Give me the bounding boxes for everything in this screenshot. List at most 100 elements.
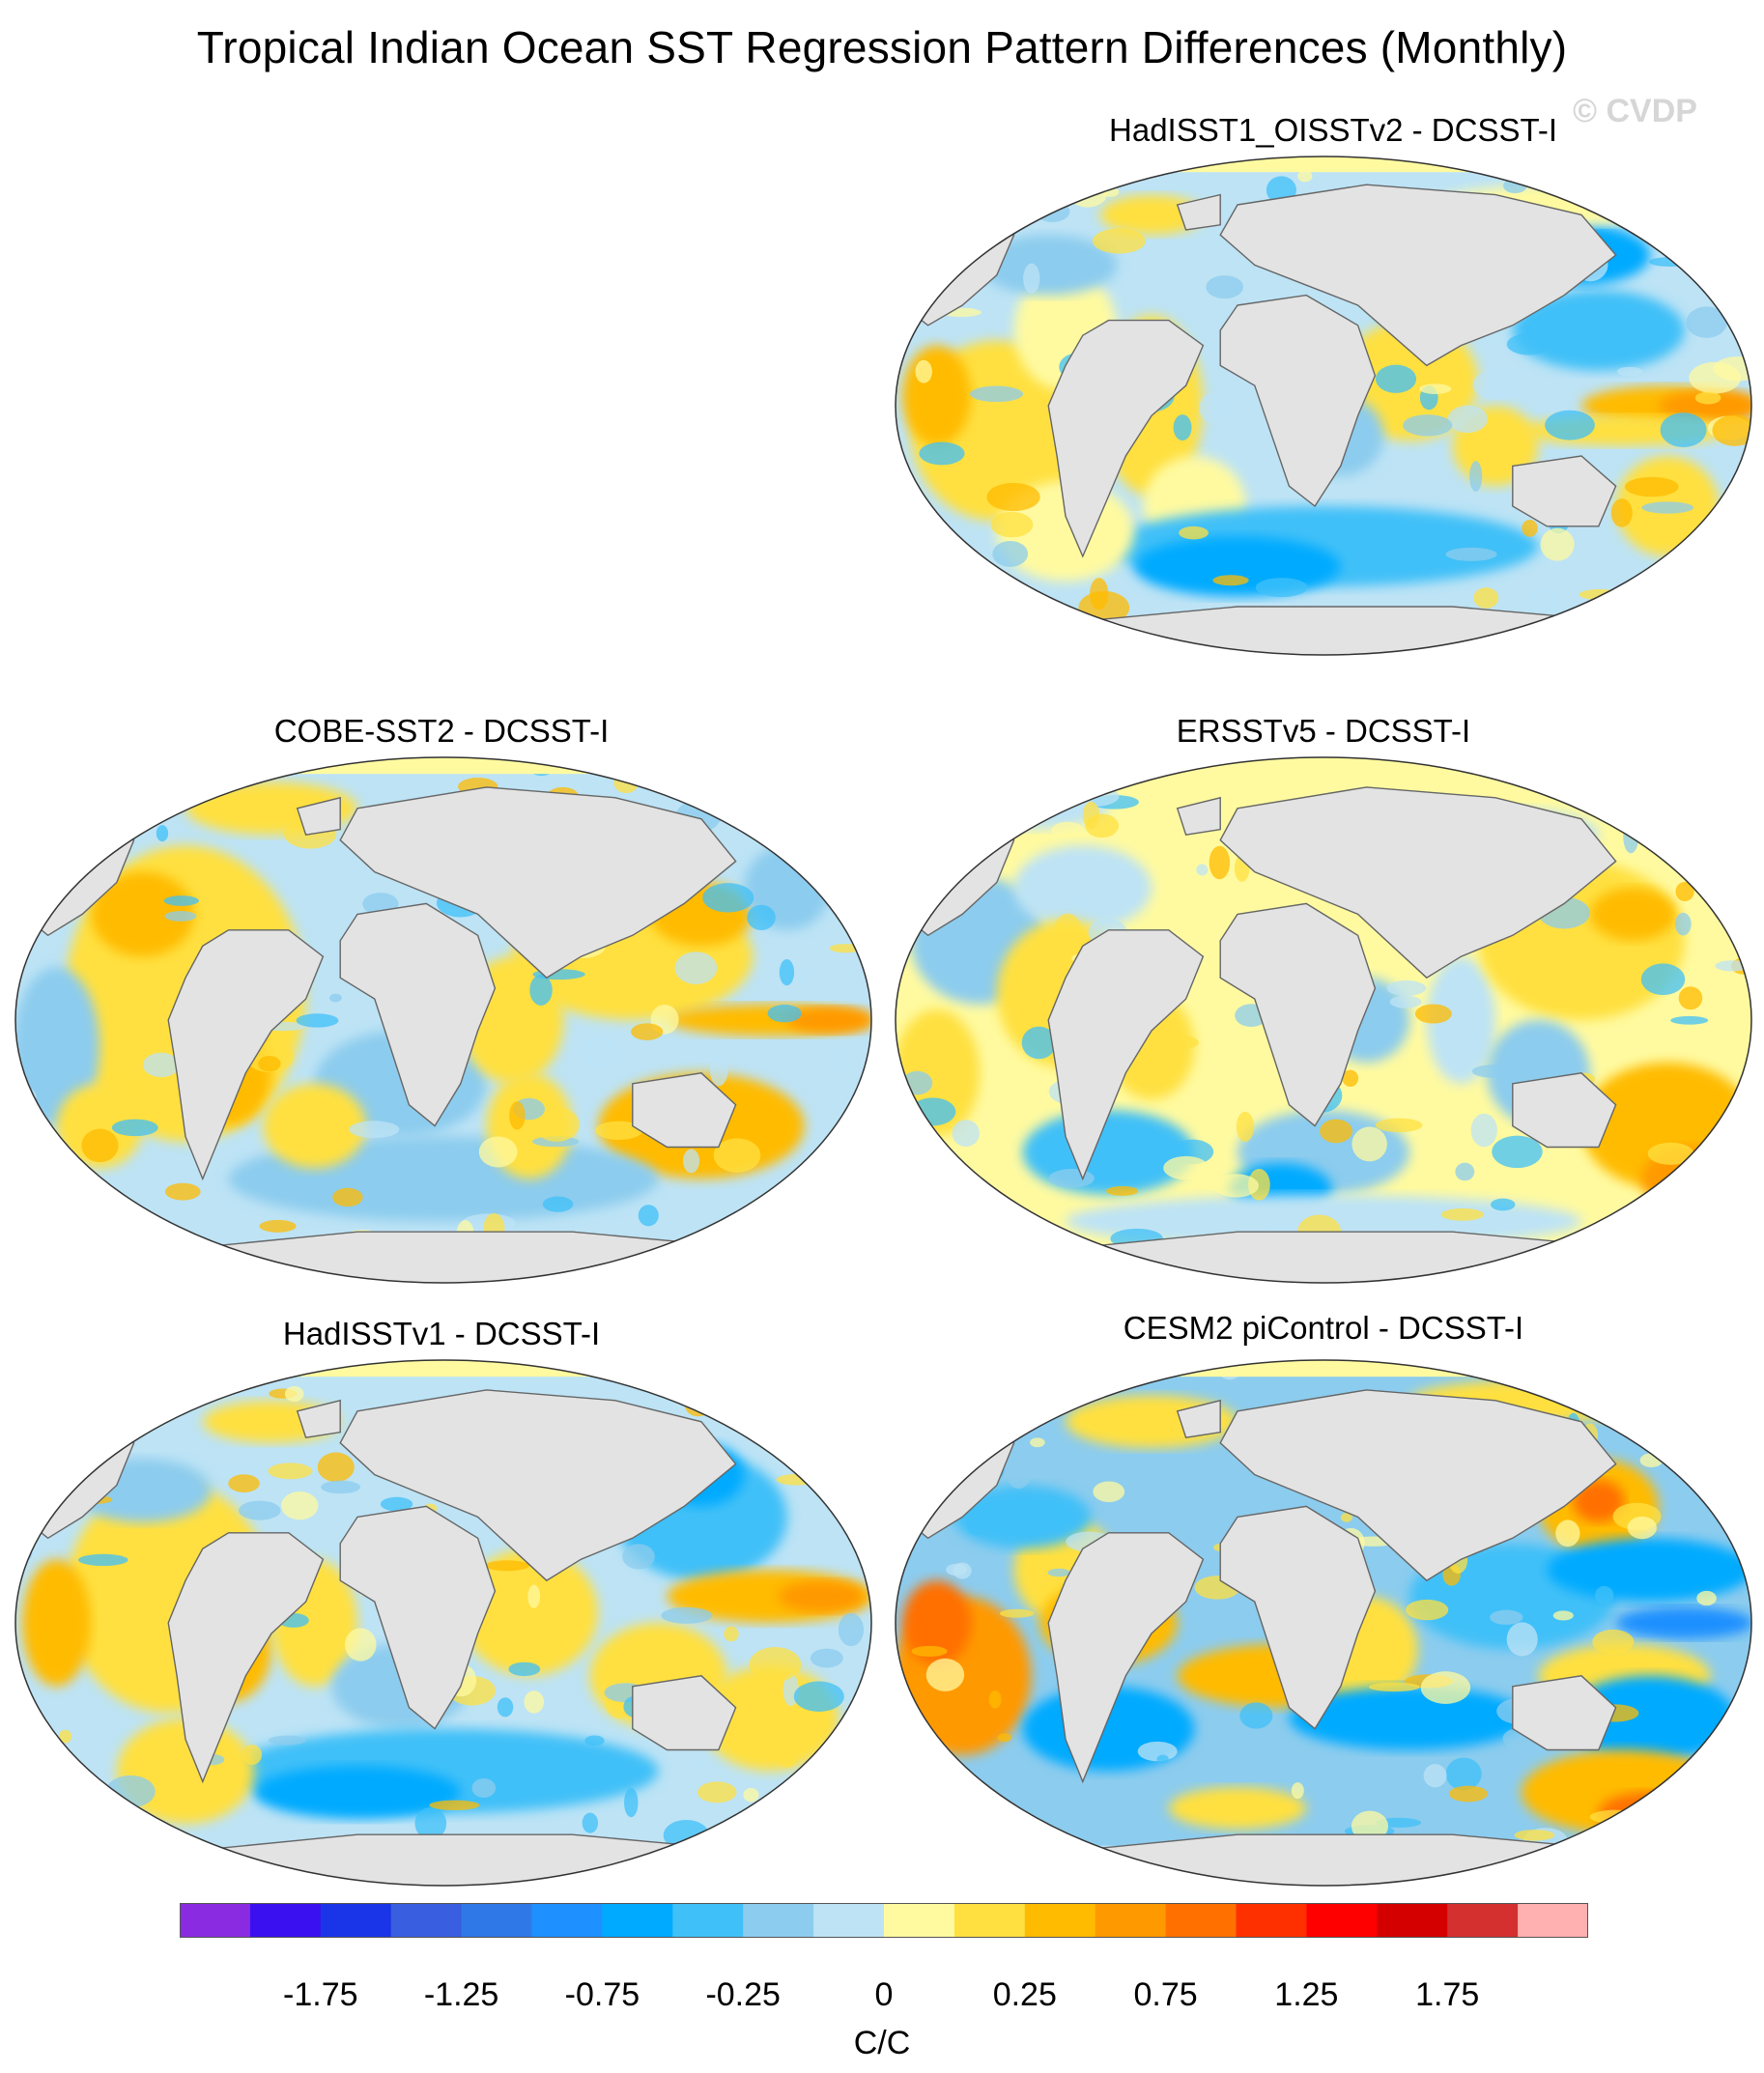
land-eurasia — [339, 786, 737, 980]
sst-speckle — [1342, 1069, 1359, 1088]
sst-speckle — [1555, 1519, 1580, 1548]
sst-speckle — [946, 1563, 968, 1576]
land-australia — [1512, 1072, 1617, 1149]
panel-title-ersstv5: ERSSTv5 - DCSST-I — [1176, 713, 1471, 749]
sst-speckle — [284, 1385, 304, 1403]
sst-speckle — [1745, 1382, 1751, 1398]
sst-speckle — [242, 1745, 263, 1765]
sst-anomaly-region — [1521, 1749, 1728, 1835]
sst-speckle — [1670, 1015, 1709, 1025]
colorbar-swatch — [884, 1903, 955, 1938]
sst-speckle — [18, 1156, 66, 1169]
sst-speckle — [779, 958, 795, 986]
sst-speckle — [170, 1367, 204, 1389]
sst-speckle — [344, 1628, 377, 1661]
sst-speckle — [674, 951, 718, 984]
sst-speckle — [713, 1138, 761, 1173]
sst-speckle — [484, 1560, 530, 1572]
sst-anomaly-region — [980, 235, 1118, 296]
land-africa — [1219, 294, 1377, 508]
sst-speckle — [1048, 1169, 1095, 1188]
sst-speckle — [1137, 1741, 1178, 1762]
sst-speckle — [414, 1806, 447, 1840]
sst-anomaly-region — [901, 1580, 972, 1665]
sst-speckle — [1163, 1036, 1199, 1050]
sst-speckle — [1506, 1622, 1538, 1657]
colorbar-swatch — [390, 1903, 463, 1938]
sst-speckle — [1389, 995, 1422, 1008]
sst-speckle — [838, 1612, 865, 1647]
sst-speckle — [1445, 547, 1497, 561]
sst-speckle — [1178, 1360, 1225, 1368]
sst-speckle — [1054, 913, 1082, 948]
colorbar-swatch — [1095, 1903, 1167, 1938]
sst-speckle — [738, 1211, 751, 1247]
sst-speckle — [638, 1205, 659, 1227]
sst-speckle — [1199, 393, 1225, 423]
sst-speckle — [1019, 1862, 1043, 1878]
sst-speckle — [829, 944, 861, 953]
colorbar-swatch — [1518, 1903, 1588, 1938]
sst-speckle — [1470, 1113, 1497, 1148]
land-greenland-island — [1176, 193, 1221, 231]
land-south-america — [1047, 929, 1205, 1181]
sst-anomaly-region — [779, 1580, 866, 1613]
sst-speckle — [110, 1103, 161, 1122]
sst-speckle — [126, 1208, 156, 1242]
sst-speckle — [1125, 156, 1144, 184]
sst-speckle — [624, 1788, 639, 1818]
sst-speckle — [622, 1544, 655, 1570]
sst-speckle — [1694, 391, 1721, 405]
sst-speckle — [1616, 366, 1643, 377]
sst-speckle — [81, 1128, 119, 1163]
sst-speckle — [349, 1121, 400, 1139]
sst-speckle — [1340, 1513, 1352, 1522]
sst-speckle — [957, 757, 981, 773]
sst-speckle — [1209, 845, 1231, 880]
sst-speckle — [268, 1462, 313, 1480]
sst-speckle — [15, 813, 45, 845]
sst-speckle — [1572, 622, 1590, 633]
sst-speckle — [1475, 1274, 1522, 1283]
land-south-america — [1047, 1532, 1205, 1784]
colorbar-swatch — [743, 1903, 814, 1938]
sst-speckle — [1671, 552, 1725, 582]
colorbar-tick-label: 1.75 — [1415, 1976, 1480, 2013]
sst-speckle — [1666, 1245, 1698, 1264]
sst-speckle — [942, 568, 962, 585]
sst-speckle — [1627, 1516, 1657, 1540]
sst-speckle — [1106, 1185, 1139, 1196]
land-greenland-island — [296, 796, 341, 836]
sst-speckle — [60, 847, 80, 863]
map-panel-ersstv5 — [895, 756, 1752, 1284]
sst-speckle — [1053, 254, 1080, 269]
sst-speckle — [1678, 986, 1703, 1010]
sst-speckle — [594, 1121, 643, 1141]
land-africa — [1219, 1505, 1377, 1730]
sst-anomaly-region — [1564, 1675, 1737, 1761]
sst-speckle — [813, 1769, 839, 1779]
sst-speckle — [55, 1364, 102, 1394]
sst-speckle — [1660, 412, 1707, 448]
land-australia — [1512, 1675, 1617, 1751]
colorbar-swatch — [249, 1903, 322, 1938]
sst-speckle — [1368, 1682, 1420, 1692]
sst-speckle — [1420, 1671, 1471, 1704]
sst-speckle — [1589, 1809, 1641, 1825]
sst-speckle — [896, 1834, 917, 1853]
land-australia — [632, 1675, 737, 1751]
sst-speckle — [1455, 1360, 1505, 1373]
sst-speckle — [380, 1496, 413, 1512]
sst-speckle — [702, 883, 754, 913]
land-australia — [632, 1072, 737, 1149]
sst-speckle — [1552, 1610, 1574, 1621]
sst-speckle — [986, 482, 1040, 512]
sst-speckle — [1641, 501, 1694, 514]
sst-speckle — [819, 1466, 841, 1501]
colorbar-units: C/C — [853, 2025, 911, 2061]
arctic-strip — [896, 1360, 1751, 1377]
sst-anomaly-region — [901, 345, 972, 446]
sst-speckle — [1733, 298, 1750, 320]
sst-speckle — [1681, 1104, 1721, 1118]
sst-speckle — [1077, 620, 1116, 645]
